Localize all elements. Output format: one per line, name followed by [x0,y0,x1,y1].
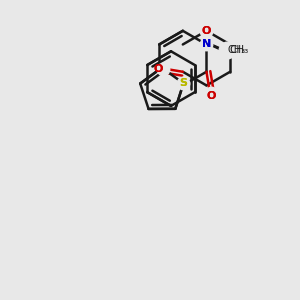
Text: O: O [206,91,216,101]
Text: CH₃: CH₃ [230,46,249,56]
Text: CH₃: CH₃ [227,46,246,56]
Text: O: O [206,91,216,101]
Text: O: O [202,26,211,36]
Text: N: N [202,40,211,50]
Text: O: O [154,64,163,74]
Text: S: S [179,78,188,88]
Text: N: N [202,40,211,50]
Text: O: O [202,26,211,36]
Text: S: S [179,78,188,88]
Text: O: O [154,64,163,74]
